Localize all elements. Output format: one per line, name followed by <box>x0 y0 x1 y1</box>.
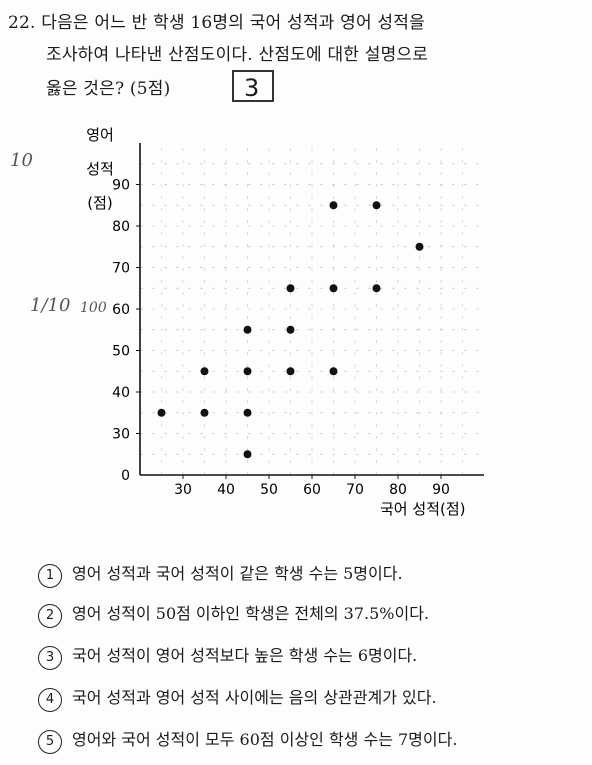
option-3[interactable]: 3 국어 성적이 영어 성적보다 높은 학생 수는 6명이다. <box>38 642 417 670</box>
data-point <box>243 325 252 334</box>
y-tick-label: 70 <box>112 261 130 277</box>
data-point <box>329 284 338 293</box>
option-1[interactable]: 1 영어 성적과 국어 성적이 같은 학생 수는 5명이다. <box>38 560 403 588</box>
question-number: 22. <box>8 13 36 33</box>
handwritten-answer-box: 3 <box>232 70 274 102</box>
y-tick-label: 30 <box>112 427 130 443</box>
data-point <box>243 367 252 376</box>
data-point <box>372 284 381 293</box>
option-number: 3 <box>38 646 62 670</box>
x-tick-label: 50 <box>260 482 278 498</box>
handwritten-note-top: 10 <box>10 150 33 171</box>
option-number: 2 <box>38 604 62 628</box>
option-5[interactable]: 5 영어와 국어 성적이 모두 60점 이상인 학생 수는 7명이다. <box>38 726 457 754</box>
option-2[interactable]: 2 영어 성적이 50점 이하인 학생은 전체의 37.5%이다. <box>38 600 429 628</box>
y-axis-label: 영어 성적 (점) <box>86 126 114 212</box>
scatter-plot: 30 40 50 60 70 80 90 30 40 50 60 70 80 90 0 영어 성적 (점) 국어… <box>86 126 484 518</box>
data-point <box>286 325 295 334</box>
x-tick-label: 90 <box>432 482 450 498</box>
data-point <box>286 367 295 376</box>
y-tick-label: 80 <box>112 219 130 235</box>
data-point <box>157 408 166 417</box>
option-number: 1 <box>38 564 62 588</box>
data-point <box>200 367 209 376</box>
y-tick-label: 60 <box>112 302 130 318</box>
question-line-1: 22. 다음은 어느 반 학생 16명의 국어 성적과 영어 성적을 <box>8 13 425 33</box>
data-point <box>286 284 295 293</box>
question-line-2: 조사하여 나타낸 산점도이다. 산점도에 대한 설명으로 <box>46 45 429 65</box>
handwritten-fraction: 1/10 <box>30 295 71 316</box>
option-number: 4 <box>38 688 62 712</box>
data-point <box>200 408 209 417</box>
x-tick-label: 70 <box>346 482 364 498</box>
y-tick-label: 50 <box>112 344 130 360</box>
data-point <box>243 450 252 459</box>
data-point <box>243 408 252 417</box>
x-tick-label: 40 <box>217 482 235 498</box>
data-point <box>372 201 381 210</box>
x-tick-label: 30 <box>174 482 192 498</box>
handwritten-note-100: 100 <box>80 300 107 316</box>
x-tick-label: 80 <box>389 482 407 498</box>
y-tick-label: 90 <box>112 178 130 194</box>
x-axis-label: 국어 성적(점) <box>380 500 465 518</box>
data-point <box>415 242 424 251</box>
x-tick-label: 60 <box>303 482 321 498</box>
option-number: 5 <box>38 730 62 754</box>
origin-label: 0 <box>121 468 130 484</box>
data-point <box>329 367 338 376</box>
option-4[interactable]: 4 국어 성적과 영어 성적 사이에는 음의 상관관계가 있다. <box>38 684 437 712</box>
data-point <box>329 201 338 210</box>
y-tick-label: 40 <box>112 385 130 401</box>
question-line-3: 옳은 것은? (5점) <box>46 79 171 99</box>
